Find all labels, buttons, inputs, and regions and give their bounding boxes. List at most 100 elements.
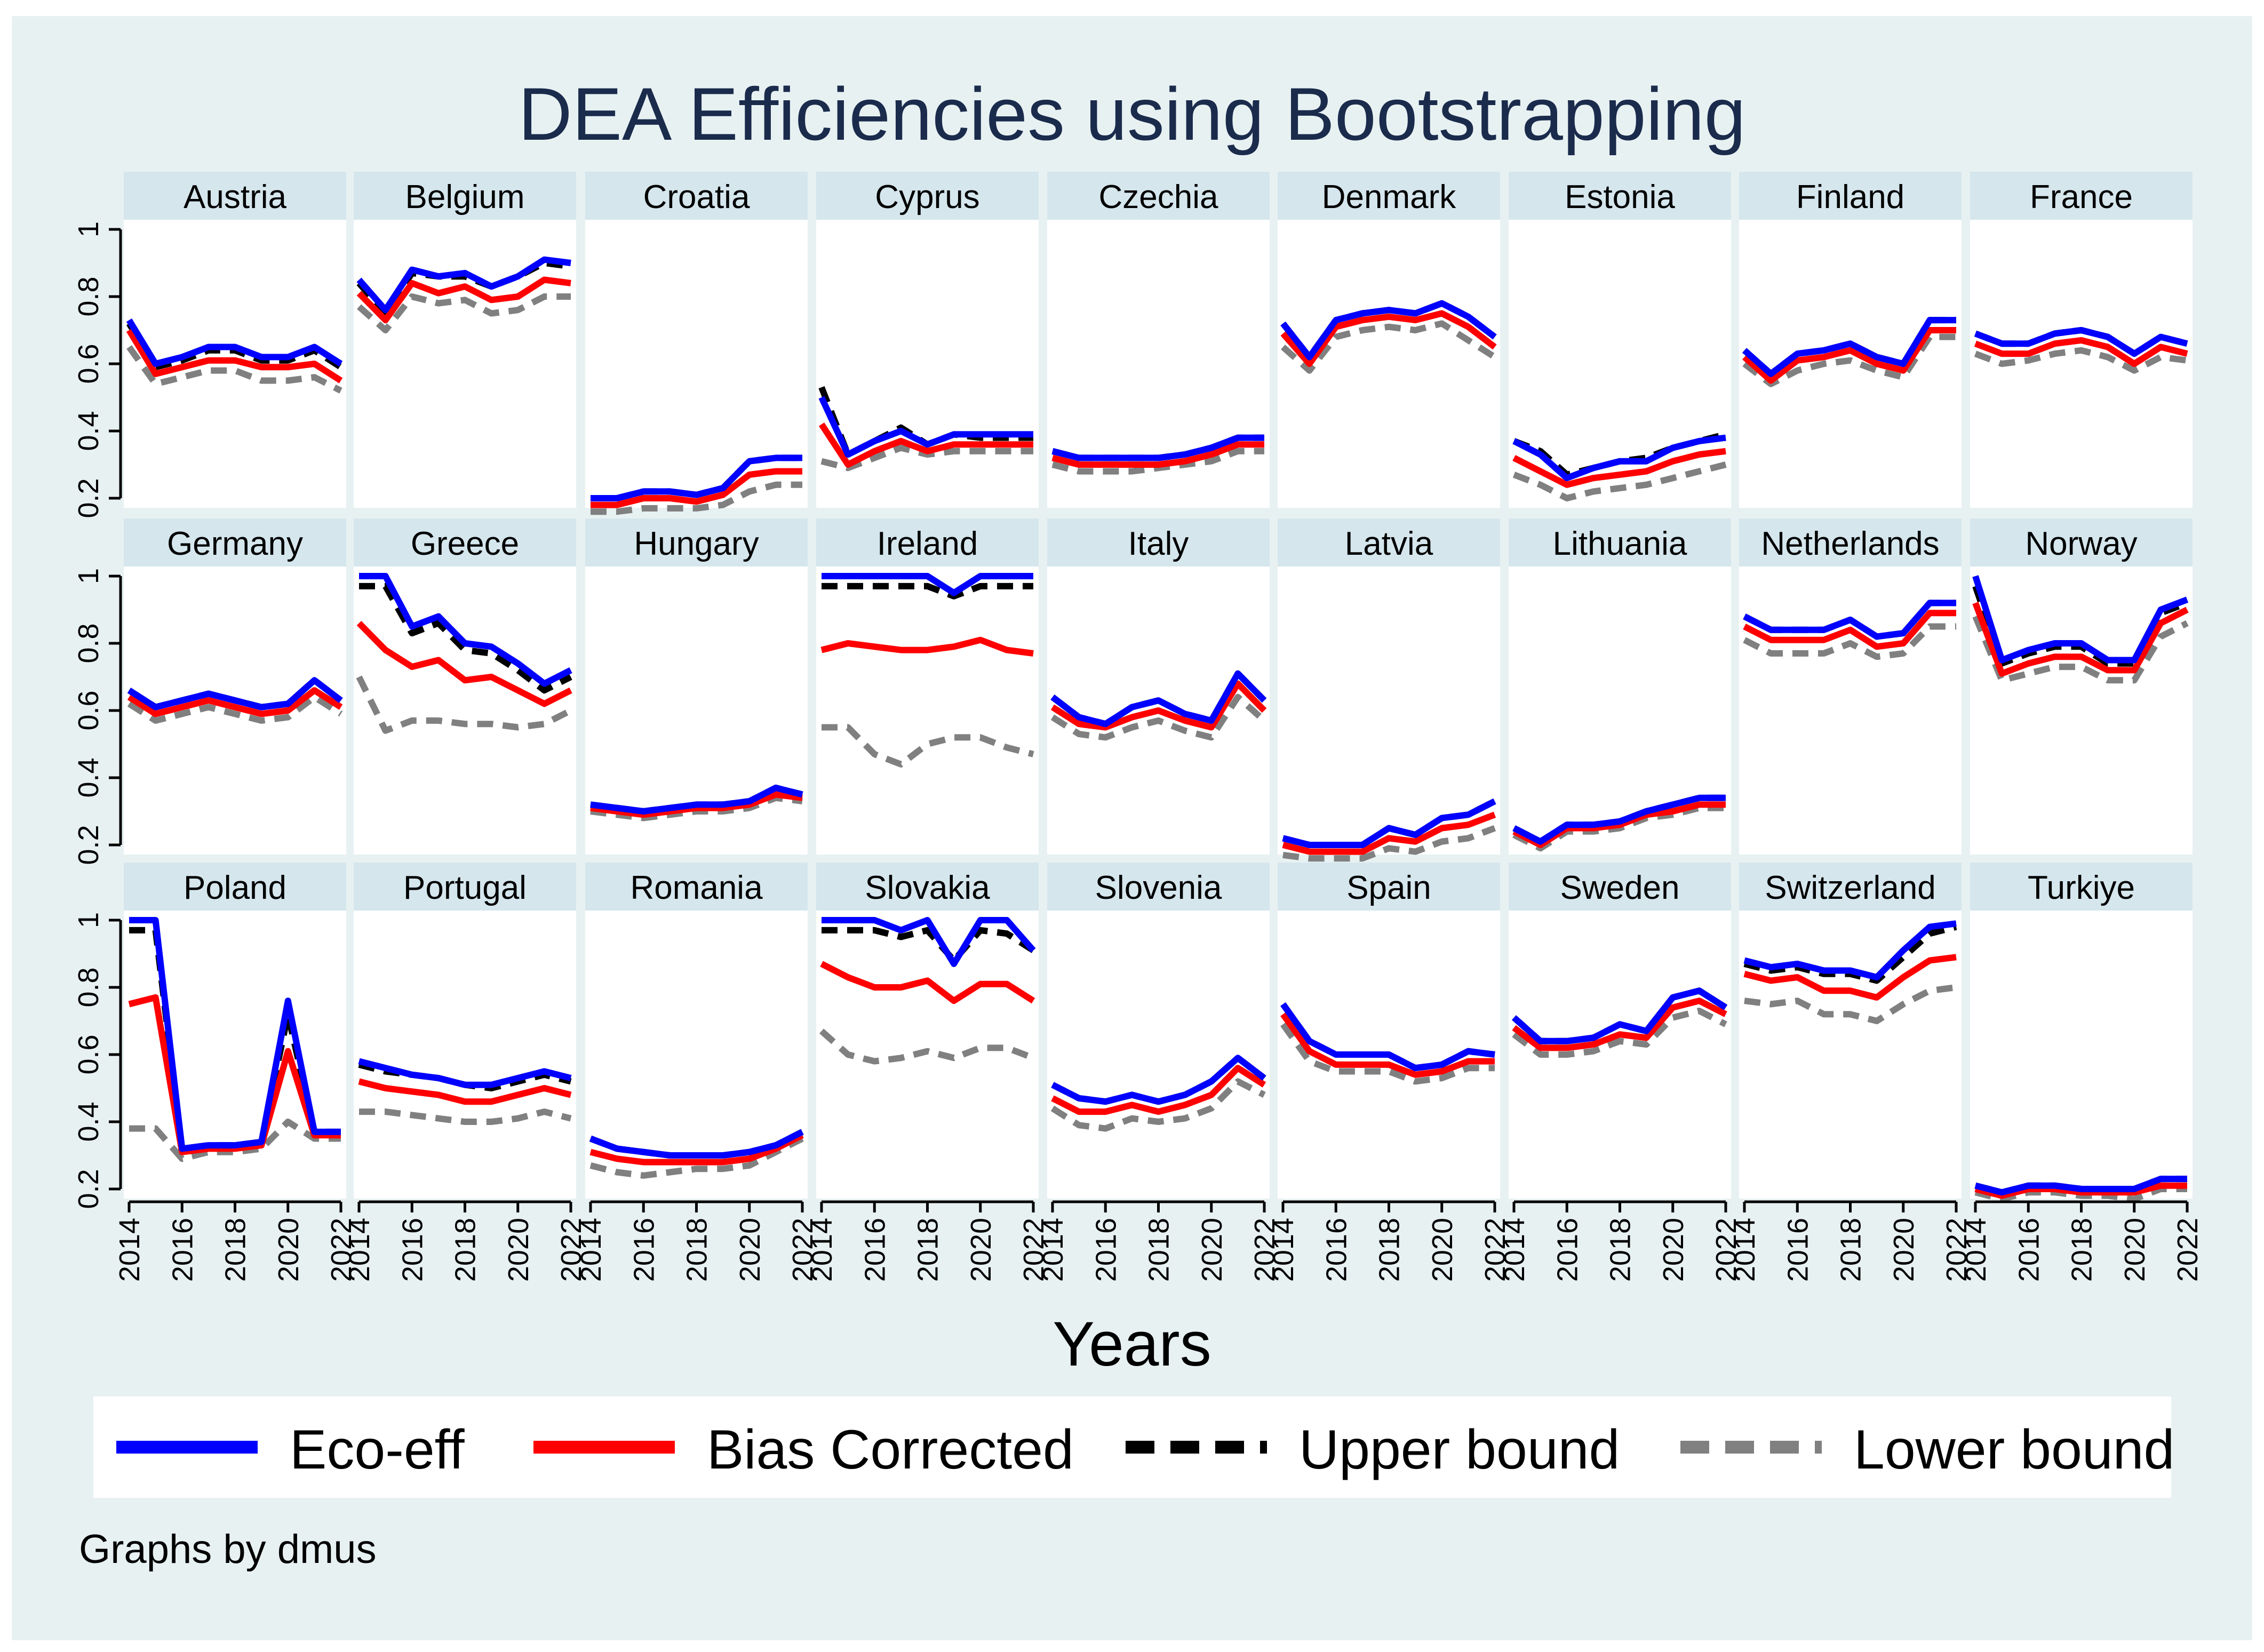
series-upper-switzerland [1743, 923, 1957, 984]
series-bias-sweden [1512, 997, 1727, 1051]
series-eco-cyprus [818, 396, 1033, 458]
y-tick-label: 0.8 [73, 623, 105, 663]
series-eco-portugal [358, 1058, 572, 1088]
y-tick-label: 0.2 [73, 478, 105, 518]
x-tick-label: 2018 [2066, 1218, 2098, 1282]
panel-header [1278, 518, 1500, 566]
panel-header [124, 518, 346, 566]
series-lower-latvia [1282, 825, 1496, 862]
series-lower-slovenia [1050, 1078, 1266, 1132]
x-tick-label: 2022 [555, 1218, 587, 1282]
series-eco-lithuania [1512, 794, 1726, 845]
panel-portugal: Portugal 2014 2016 2018 2020 2022 [344, 863, 587, 1282]
x-tick-label: 2022 [1018, 1218, 1050, 1282]
series-lower-finland [1742, 333, 1956, 387]
panel-header [124, 863, 346, 911]
panel-title: Slovenia [1095, 869, 1222, 906]
panel-header [1278, 863, 1500, 911]
panel-ireland: Ireland [816, 518, 1039, 855]
panel-austria: Austria 0.2 0.4 0.6 0.8 1 [73, 172, 346, 518]
series-lower-estonia [1512, 461, 1727, 501]
graph-note: Graphs by dmus [79, 1527, 377, 1572]
legend-label-lower: Lower bound [1854, 1419, 2174, 1481]
panel-title: Cyprus [875, 179, 979, 216]
series-bias-slovakia [820, 961, 1035, 1004]
panel-header [1047, 863, 1270, 911]
panel-romania: Romania 2014 2016 2018 2020 2022 [575, 863, 819, 1282]
panel-title: Romania [630, 869, 763, 906]
x-tick-label: 2022 [787, 1218, 819, 1282]
series-bias-slovenia [1051, 1065, 1266, 1115]
panel-cyprus: Cyprus [816, 172, 1039, 508]
series-eco-turkiye [1974, 1176, 2187, 1196]
x-tick-label: 2014 [1498, 1218, 1530, 1282]
legend-label-upper: Upper bound [1299, 1419, 1620, 1481]
panel-title: Netherlands [1761, 525, 1939, 562]
y-tick-label: 0.6 [73, 1034, 105, 1074]
series-lower-croatia [591, 481, 802, 515]
x-tick-label: 2014 [344, 1218, 376, 1282]
panel-france: France [1970, 172, 2193, 508]
panel-header [1047, 172, 1270, 220]
panel-title: Croatia [643, 179, 750, 216]
series-bias-france [1974, 337, 2188, 367]
series-bias-turkiye [1974, 1182, 2187, 1199]
panel-header [816, 172, 1039, 220]
panel-header [816, 863, 1039, 911]
panel-header [585, 172, 808, 220]
x-tick-label: 2020 [1888, 1218, 1920, 1282]
y-tick-label: 0.2 [73, 825, 105, 865]
series-lower-turkiye [1974, 1186, 2187, 1202]
panel-header [1509, 172, 1731, 220]
x-tick-label: 2016 [1782, 1218, 1814, 1282]
x-tick-label: 2014 [1267, 1218, 1300, 1282]
x-tick-label: 2022 [1249, 1218, 1281, 1282]
series-lower-ireland [822, 724, 1034, 768]
series-eco-norway [1972, 575, 2189, 664]
panel-sweden: Sweden 2014 2016 2018 2020 2022 [1498, 863, 1742, 1282]
panel-poland: Poland 0.2 0.4 0.6 0.8 1 2014 2016 2018 2020 2022 [73, 863, 357, 1282]
series-lower-belgium [357, 293, 571, 333]
series-eco-hungary [590, 784, 803, 815]
panel-header [1970, 863, 2193, 911]
x-tick-label: 2016 [628, 1218, 660, 1282]
series-lower-italy [1050, 693, 1266, 741]
panel-title: Portugal [403, 869, 527, 906]
panel-plot-area [354, 220, 576, 508]
series-lower-austria [126, 345, 342, 394]
panel-slovenia: Slovenia 2014 2016 2018 2020 2022 [1037, 863, 1281, 1282]
x-tick-label: 2016 [166, 1218, 198, 1282]
panel-hungary: Hungary [585, 518, 808, 855]
series-eco-belgium [356, 256, 571, 314]
series-lower-portugal [359, 1108, 572, 1125]
panel-title: Switzerland [1765, 869, 1935, 906]
panel-title: Italy [1128, 525, 1189, 562]
panel-header [1278, 172, 1500, 220]
series-lower-denmark [1281, 320, 1497, 374]
y-tick-label: 0.4 [73, 411, 105, 451]
series-eco-italy [1050, 670, 1267, 728]
x-tick-label: 2022 [1479, 1218, 1511, 1282]
panel-header [816, 518, 1039, 566]
panel-estonia: Estonia [1509, 172, 1731, 508]
panel-header [354, 172, 576, 220]
series-bias-norway [1972, 602, 2189, 677]
panel-italy: Italy [1047, 518, 1270, 855]
y-tick-label: 0.4 [73, 757, 105, 797]
panel-title: Latvia [1345, 525, 1433, 562]
panel-latvia: Latvia [1278, 518, 1500, 862]
x-tick-label: 2014 [1037, 1218, 1069, 1282]
y-tick-label: 0.4 [73, 1102, 105, 1142]
panel-title: Sweden [1560, 869, 1679, 906]
series-eco-spain [1280, 1002, 1495, 1072]
series-bias-cyprus [818, 422, 1033, 468]
x-tick-label: 2014 [1960, 1218, 1992, 1282]
x-tick-label: 2020 [2119, 1218, 2151, 1282]
panel-header [1739, 863, 1962, 911]
panel-plot-area [1278, 220, 1500, 508]
x-tick-label: 2018 [1605, 1218, 1637, 1282]
x-tick-label: 2020 [1657, 1218, 1689, 1282]
panel-header [124, 172, 346, 220]
series-bias-romania [589, 1132, 804, 1166]
